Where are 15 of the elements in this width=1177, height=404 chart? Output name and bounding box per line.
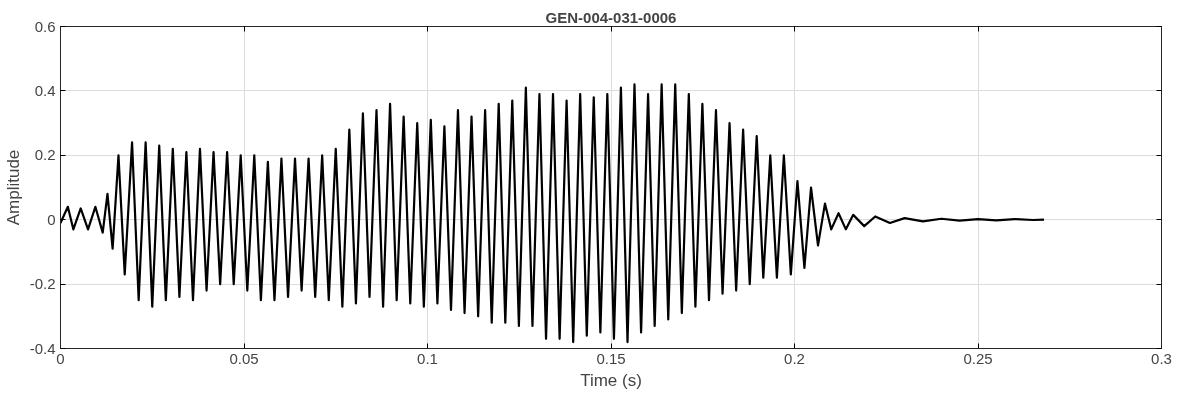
x-tick-label: 0.3 xyxy=(1151,349,1172,367)
y-tick-label: 0 xyxy=(47,210,56,228)
x-tick-label: 0.25 xyxy=(963,349,993,367)
x-axis-title: Time (s) xyxy=(580,370,642,390)
x-tick-label: 0.1 xyxy=(417,349,438,367)
x-tick-label: 0.15 xyxy=(596,349,626,367)
y-axis-title: Amplitude xyxy=(3,149,23,226)
y-tick-label: -0.4 xyxy=(29,339,56,357)
x-tick-label: 0.05 xyxy=(229,349,259,367)
y-tick-label: 0.4 xyxy=(34,81,56,99)
y-tick-label: 0.6 xyxy=(34,17,56,35)
chart-title: GEN-004-031-0006 xyxy=(545,8,677,26)
y-tick-label: -0.2 xyxy=(29,275,56,293)
x-tick-label: 0.2 xyxy=(784,349,805,367)
y-tick-label: 0.2 xyxy=(34,146,56,164)
